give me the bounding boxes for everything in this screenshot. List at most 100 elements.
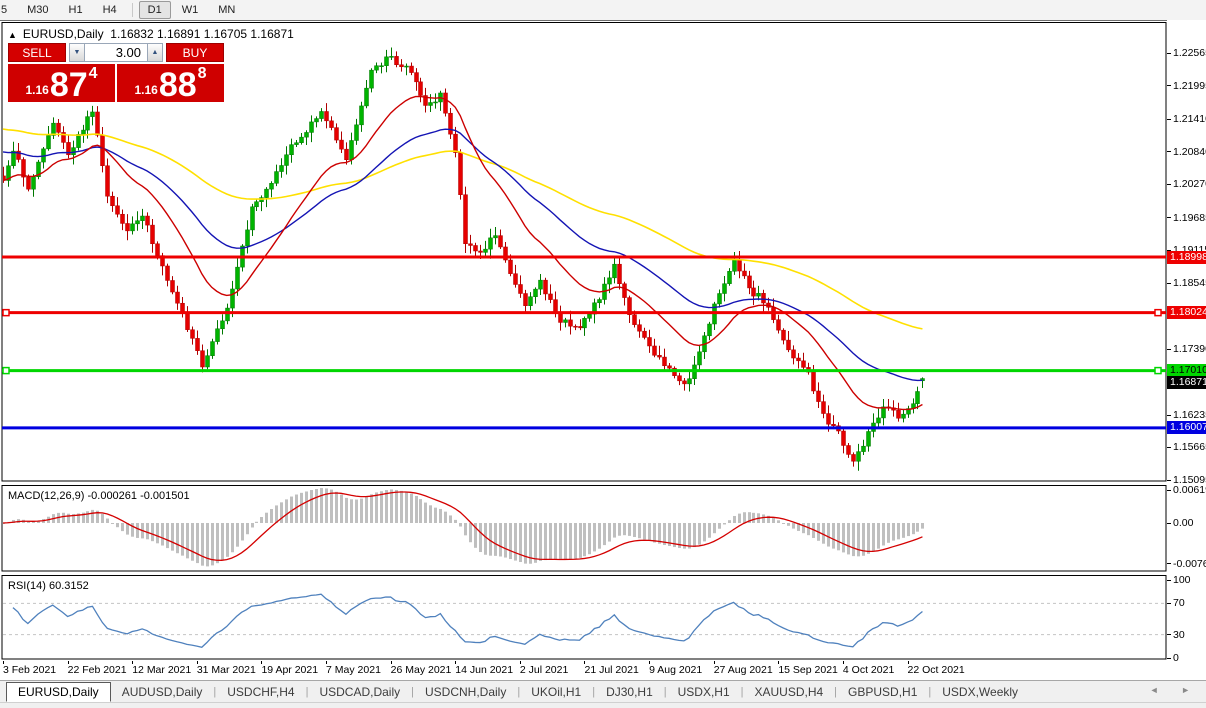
price-tag-1.17010: 1.17010 <box>1167 364 1206 378</box>
date-tick-mark <box>713 661 715 664</box>
volume-down-icon[interactable]: ▼ <box>69 43 85 62</box>
collapse-triangle-icon[interactable]: ▲ <box>8 30 17 40</box>
bottom-strip <box>0 702 1206 708</box>
tab-separator: | <box>928 686 932 698</box>
axis-tick-label: 1.17390 <box>1167 343 1206 355</box>
date-tick-label: 4 Oct 2021 <box>842 664 895 676</box>
price-axis[interactable]: 1.22565 1.21995 1.21410 1.20840 1.20270 1.196… <box>1167 20 1206 680</box>
bottom-tab-usdx-h1[interactable]: USDX,H1 <box>677 685 730 699</box>
date-tick-mark <box>261 661 263 664</box>
bottom-tab-usdx-weekly[interactable]: USDX,Weekly <box>942 685 1019 699</box>
macd-panel-frame <box>1 485 1167 572</box>
macd-layer <box>3 488 924 567</box>
tab-separator: | <box>663 686 667 698</box>
axis-tick-label: 1.21995 <box>1167 80 1206 92</box>
buy-price-prefix: 1.16 <box>134 83 158 97</box>
axis-tick-label: 0 <box>1167 652 1179 664</box>
hline-handle[interactable] <box>2 308 10 317</box>
axis-tick-label: 1.21410 <box>1167 113 1206 125</box>
date-tick-label: 19 Apr 2021 <box>261 664 319 676</box>
bottom-tab-eurusd-daily[interactable]: EURUSD,Daily <box>6 682 111 702</box>
macd-values: -0.000261 -0.001501 <box>87 490 190 502</box>
bottom-tab-ukoil-h1[interactable]: UKOil,H1 <box>531 685 582 699</box>
timeframe-toolbar: 5 M30 H1 H4 D1 W1 MN <box>0 0 1206 21</box>
timeframe-button-mn[interactable]: MN <box>218 4 236 16</box>
volume-input[interactable]: 3.00 <box>85 43 147 62</box>
sell-price-big: 87 <box>49 66 88 104</box>
date-tick-label: 3 Feb 2021 <box>3 664 57 676</box>
tab-scroll-arrows[interactable]: ◄ ► <box>1149 685 1200 695</box>
bottom-tab-dj30-h1[interactable]: DJ30,H1 <box>606 685 653 699</box>
rsi-layer <box>3 593 1165 648</box>
macd-label: MACD(12,26,9) -0.000261 -0.001501 <box>8 490 190 502</box>
date-tick-mark <box>132 661 134 664</box>
toolbar-separator <box>131 3 133 17</box>
timeframe-button-d1[interactable]: D1 <box>138 1 171 19</box>
axis-tick-label: 1.19685 <box>1167 212 1206 224</box>
date-tick-label: 12 Mar 2021 <box>132 664 192 676</box>
date-tick-mark <box>390 661 392 664</box>
tab-separator: | <box>213 686 217 698</box>
hline-handle[interactable] <box>1154 308 1162 317</box>
buy-price-sup: 8 <box>197 65 207 82</box>
price-chart-canvas[interactable] <box>0 20 1167 661</box>
date-tick-mark <box>196 661 198 664</box>
timeframe-button-m30[interactable]: M30 <box>27 4 49 16</box>
timeframe-button-h1[interactable]: H1 <box>68 4 83 16</box>
tab-separator: | <box>517 686 521 698</box>
tab-separator: | <box>740 686 744 698</box>
timeframe-button-w1[interactable]: W1 <box>181 4 199 16</box>
axis-tick-label: 1.22565 <box>1167 47 1206 59</box>
date-tick-label: 21 Jul 2021 <box>584 664 639 676</box>
timeframe-button-h4[interactable]: H4 <box>102 4 117 16</box>
date-axis[interactable]: 3 Feb 2021 22 Feb 2021 12 Mar 2021 31 Mar 2… <box>0 661 1167 680</box>
date-tick-label: 7 May 2021 <box>326 664 381 676</box>
bottom-tab-usdcnh-daily[interactable]: USDCNH,Daily <box>424 685 507 699</box>
date-tick-mark <box>3 661 4 664</box>
sell-price-box[interactable]: 1.16 87 4 <box>8 64 115 102</box>
price-tag-1.16007: 1.16007 <box>1167 421 1206 435</box>
axis-tick-label: 0.00 <box>1167 517 1193 529</box>
date-tick-mark <box>326 661 328 664</box>
sell-button[interactable]: SELL <box>8 43 66 62</box>
buy-button[interactable]: BUY <box>166 43 224 62</box>
sell-price-sup: 4 <box>88 65 98 82</box>
bottom-tab-audusd-daily[interactable]: AUDUSD,Daily <box>121 685 203 699</box>
bottom-tab-usdcad-daily[interactable]: USDCAD,Daily <box>319 685 401 699</box>
axis-tick-label: 100 <box>1167 574 1191 586</box>
axis-tick-label: 70 <box>1167 597 1185 609</box>
date-tick-mark <box>907 661 909 664</box>
date-tick-label: 27 Aug 2021 <box>713 664 773 676</box>
tab-separator: | <box>834 686 838 698</box>
volume-up-icon[interactable]: ▲ <box>147 43 163 62</box>
axis-tick-label: -0.007625 <box>1167 558 1206 570</box>
hline-handle[interactable] <box>1154 366 1162 375</box>
bottom-tab-xauusd-h4[interactable]: XAUUSD,H4 <box>754 685 824 699</box>
bottom-tab-usdchf-h4[interactable]: USDCHF,H4 <box>227 685 295 699</box>
rsi-panel-frame <box>1 575 1167 660</box>
chart-ohlc-header: ▲ EURUSD,Daily 1.16832 1.16891 1.16705 1.… <box>8 27 294 41</box>
tab-separator: | <box>411 686 414 698</box>
date-tick-mark <box>842 661 844 664</box>
date-tick-mark <box>67 661 69 664</box>
main-panel-frame <box>1 22 1167 482</box>
tab-separator: | <box>305 686 309 698</box>
chart-tab-bar: EURUSD,Daily AUDUSD,Daily | USDCHF,H4 | USDCA… <box>0 680 1206 703</box>
axis-tick-label: 0.006193 <box>1167 484 1206 496</box>
date-tick-mark <box>649 661 651 664</box>
buy-price-big: 88 <box>158 66 197 104</box>
current-price-tag: 1.16871 <box>1167 376 1206 390</box>
buy-price-box[interactable]: 1.16 88 8 <box>117 64 224 102</box>
axis-tick-label: 1.18545 <box>1167 277 1206 289</box>
date-tick-mark <box>584 661 586 664</box>
volume-stepper: ▼ 3.00 ▲ <box>69 43 163 62</box>
bottom-tab-gbpusd-h1[interactable]: GBPUSD,H1 <box>848 685 918 699</box>
tab-separator: | <box>592 686 596 698</box>
price-tag-1.18024: 1.18024 <box>1167 306 1206 320</box>
sell-price-prefix: 1.16 <box>25 83 49 97</box>
axis-tick-label: 1.16235 <box>1167 409 1206 421</box>
date-tick-label: 9 Aug 2021 <box>649 664 703 676</box>
hline-handle[interactable] <box>2 366 10 375</box>
timeframe-button-5[interactable]: 5 <box>1 4 8 16</box>
price-tag-1.18998: 1.18998 <box>1167 250 1206 264</box>
